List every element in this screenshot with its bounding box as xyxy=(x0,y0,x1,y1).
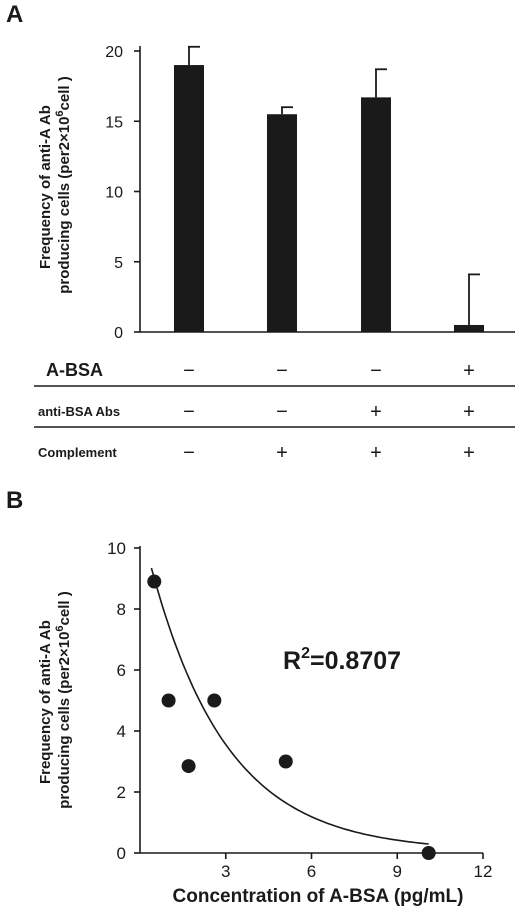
panel-a-y-tick-label-3: 15 xyxy=(105,114,123,131)
panel-a-error-bar-2 xyxy=(281,106,293,115)
panel-b-point-3 xyxy=(181,759,196,774)
panel-b-label: B xyxy=(6,487,23,514)
panel-a-y-tick-label-0: 0 xyxy=(114,325,123,342)
panel-b-y-tick-label-1: 2 xyxy=(117,783,126,802)
panel-b-points xyxy=(147,574,436,860)
panel-b-y-tick-label-5: 10 xyxy=(107,539,126,558)
panel-a-y-ticks: 0 5 10 15 20 xyxy=(105,44,140,342)
panel-b-y-tick-label-0: 0 xyxy=(117,844,126,863)
panel-b-r-squared: R2=0.8707 xyxy=(283,645,401,675)
panel-b-point-5 xyxy=(278,754,293,769)
panel-b-ylabel-line2-end: cell ) xyxy=(56,591,73,625)
panel-a-bars xyxy=(174,65,484,333)
condition-sign-1-3: + xyxy=(463,401,475,423)
panel-a-ylabel-sup: 6 xyxy=(54,110,66,116)
panel-a-error-bar-3 xyxy=(375,68,387,98)
panel-b-x-tick-label-1: 6 xyxy=(307,862,316,881)
condition-sign-2-1: + xyxy=(276,442,288,464)
panel-b-y-axis-label: Frequency of anti-A Ab producing cells (… xyxy=(37,591,73,808)
panel-b-y-ticks: 0 2 4 6 8 10 xyxy=(107,539,140,863)
panel-b-point-6 xyxy=(421,846,436,860)
panel-a-y-axis-label: Frequency of anti-A Ab producing cells (… xyxy=(37,76,73,293)
panel-a-y-tick-label-4: 20 xyxy=(105,44,123,61)
panel-a-bar-4 xyxy=(454,324,484,332)
panel-b-point-4 xyxy=(207,693,222,708)
condition-sign-1-1: − xyxy=(276,401,288,423)
r-squared-value: =0.8707 xyxy=(310,647,401,675)
panel-b-point-1 xyxy=(147,574,162,589)
condition-sign-0-3: + xyxy=(463,360,475,382)
panel-a-y-tick-label-2: 10 xyxy=(105,185,123,202)
condition-sign-1-0: − xyxy=(183,401,195,423)
panel-a-error-bars xyxy=(188,45,480,325)
panel-a-error-bar-4 xyxy=(468,273,480,325)
condition-label-1: anti-BSA Abs xyxy=(38,404,120,419)
panel-a-condition-table: A-BSA − − − + anti-BSA Abs − − + + Complement − + + + xyxy=(34,360,515,464)
panel-a-ylabel-line1: Frequency of anti-A Ab xyxy=(37,105,54,269)
panel-a-ylabel-line2-end: cell ) xyxy=(56,76,73,110)
panel-b-x-ticks: 3 6 9 12 xyxy=(221,853,492,881)
panel-b: B Frequency of anti-A Ab producing cells… xyxy=(6,487,492,907)
panel-b-y-tick-label-4: 8 xyxy=(117,600,126,619)
panel-b-x-tick-label-3: 12 xyxy=(474,862,493,881)
panel-a-y-tick-label-1: 5 xyxy=(114,255,123,272)
panel-b-point-2 xyxy=(161,693,176,708)
condition-label-0: A-BSA xyxy=(46,360,103,380)
r-squared-sup: 2 xyxy=(301,645,310,662)
panel-a-ylabel-line2: producing cells (per2×10 xyxy=(56,117,73,294)
condition-sign-1-2: + xyxy=(370,401,382,423)
condition-sign-2-2: + xyxy=(370,442,382,464)
panel-a-bar-3 xyxy=(361,97,391,333)
panel-b-y-tick-label-3: 6 xyxy=(117,661,126,680)
panel-b-y-tick-label-2: 4 xyxy=(117,722,126,741)
condition-sign-0-2: − xyxy=(370,360,382,382)
panel-b-x-axis-label: Concentration of A-BSA (pg/mL) xyxy=(173,886,464,907)
condition-sign-2-0: − xyxy=(183,442,195,464)
panel-b-ylabel-sup: 6 xyxy=(54,625,66,631)
panel-a-error-bar-1 xyxy=(188,45,200,66)
panel-b-x-tick-label-2: 9 xyxy=(393,862,402,881)
panel-b-ylabel-line2: producing cells (per2×10 xyxy=(56,632,73,809)
panel-a: A Frequency of anti-A Ab producing cells… xyxy=(6,1,515,464)
panel-a-bar-1 xyxy=(174,65,204,333)
r-squared-prefix: R xyxy=(283,647,301,675)
panel-a-bar-2 xyxy=(267,114,297,332)
panel-b-ylabel-line1: Frequency of anti-A Ab xyxy=(37,620,54,784)
condition-sign-2-3: + xyxy=(463,442,475,464)
panel-a-label: A xyxy=(6,1,23,28)
condition-sign-0-1: − xyxy=(276,360,288,382)
condition-label-2: Complement xyxy=(38,445,117,460)
panel-b-x-tick-label-0: 3 xyxy=(221,862,230,881)
condition-sign-0-0: − xyxy=(183,360,195,382)
panel-b-fit-curve xyxy=(150,567,429,845)
